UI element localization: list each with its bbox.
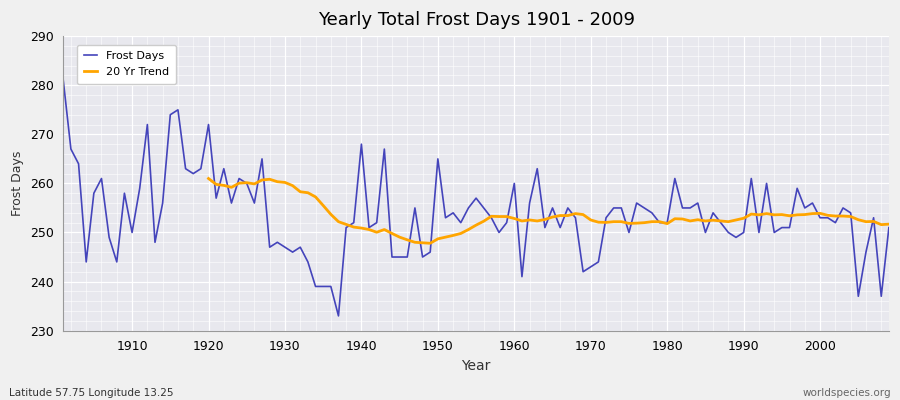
Frost Days bbox=[608, 206, 619, 210]
20 Yr Trend bbox=[410, 240, 420, 245]
X-axis label: Year: Year bbox=[462, 359, 490, 373]
20 Yr Trend bbox=[884, 222, 895, 226]
Title: Yearly Total Frost Days 1901 - 2009: Yearly Total Frost Days 1901 - 2009 bbox=[318, 11, 634, 29]
20 Yr Trend bbox=[295, 189, 306, 194]
Frost Days bbox=[58, 78, 68, 83]
20 Yr Trend bbox=[777, 212, 788, 217]
Legend: Frost Days, 20 Yr Trend: Frost Days, 20 Yr Trend bbox=[77, 45, 176, 84]
Frost Days bbox=[287, 250, 298, 254]
20 Yr Trend bbox=[685, 218, 696, 223]
20 Yr Trend bbox=[860, 219, 871, 224]
Frost Days bbox=[517, 274, 527, 279]
20 Yr Trend bbox=[792, 212, 803, 217]
Line: 20 Yr Trend: 20 Yr Trend bbox=[209, 178, 889, 243]
Frost Days bbox=[333, 314, 344, 318]
Frost Days bbox=[341, 225, 352, 230]
Line: Frost Days: Frost Days bbox=[63, 80, 889, 316]
Y-axis label: Frost Days: Frost Days bbox=[11, 151, 24, 216]
Frost Days bbox=[119, 191, 130, 196]
Frost Days bbox=[884, 225, 895, 230]
20 Yr Trend bbox=[203, 176, 214, 181]
Text: Latitude 57.75 Longitude 13.25: Latitude 57.75 Longitude 13.25 bbox=[9, 388, 174, 398]
Text: worldspecies.org: worldspecies.org bbox=[803, 388, 891, 398]
Frost Days bbox=[508, 181, 519, 186]
20 Yr Trend bbox=[425, 241, 436, 246]
